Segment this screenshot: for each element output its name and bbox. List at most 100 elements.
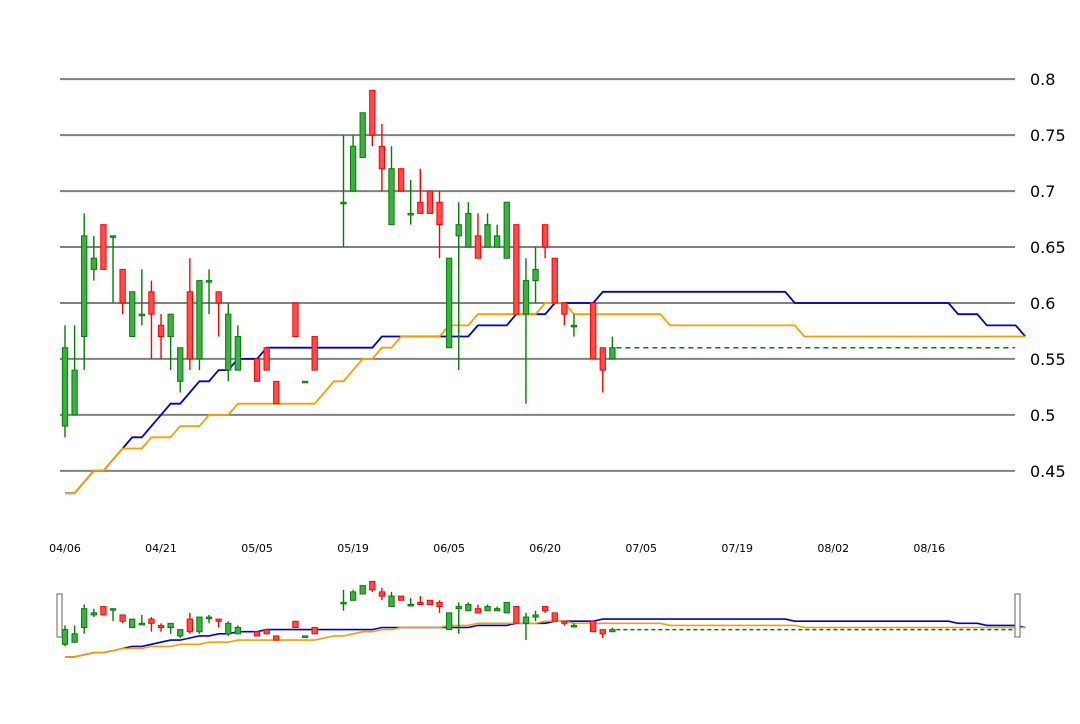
candle-body <box>532 614 539 618</box>
candle-body <box>148 618 155 624</box>
candle-body <box>273 635 280 641</box>
candles <box>61 89 616 438</box>
candle-body <box>417 601 424 605</box>
candle-body <box>369 580 376 591</box>
candle-body <box>234 336 242 371</box>
candle-body <box>157 324 165 338</box>
candle-body <box>522 280 530 315</box>
y-tick-label: 0.55 <box>1030 350 1066 369</box>
candle-body <box>157 624 165 629</box>
y-tick-label: 0.8 <box>1030 70 1055 89</box>
candle-body <box>590 302 597 360</box>
candle-body <box>570 324 578 328</box>
navigator-right-handle[interactable] <box>1014 593 1021 638</box>
candle-body <box>340 201 347 205</box>
candle-body <box>561 302 568 315</box>
candle-body <box>119 614 126 622</box>
navigator-left-handle[interactable] <box>56 593 63 638</box>
candle-body <box>378 145 386 170</box>
candle-body <box>599 629 606 635</box>
y-tick-labels: 0.8 0.75 0.7 0.65 0.6 0.55 0.5 0.45 <box>1030 70 1066 481</box>
candle-body <box>109 235 117 238</box>
candle-body <box>532 268 539 282</box>
candle-body <box>359 112 366 159</box>
x-tick-label: 04/21 <box>145 542 177 555</box>
x-tick-label: 08/02 <box>817 542 849 555</box>
candle-body <box>542 606 549 612</box>
indicator-line-orange <box>65 302 1026 495</box>
x-tick-label: 07/05 <box>625 542 657 555</box>
candle-body <box>61 347 69 427</box>
x-tick-label: 06/20 <box>529 542 561 555</box>
candle-body <box>513 606 520 624</box>
candle-body <box>100 606 107 616</box>
candle-body <box>513 224 520 315</box>
candle-body <box>100 224 107 270</box>
indicator-line-blue <box>65 290 1026 495</box>
candle-body <box>292 620 299 629</box>
candle-body <box>599 347 606 371</box>
candle-body <box>138 622 145 626</box>
indicator-lines <box>65 290 1026 495</box>
x-tick-label: 07/19 <box>721 542 753 555</box>
navigator[interactable] <box>56 580 1026 658</box>
candle-body <box>407 603 414 607</box>
candle-body <box>90 612 97 616</box>
candle-body <box>551 257 558 304</box>
candle-body <box>561 620 568 624</box>
y-tick-label: 0.75 <box>1030 126 1066 145</box>
y-tick-label: 0.45 <box>1030 462 1066 481</box>
x-tick-label: 05/19 <box>337 542 369 555</box>
candle-body <box>215 291 222 304</box>
candle-body <box>311 627 318 635</box>
y-tick-label: 0.6 <box>1030 294 1055 313</box>
candle-body <box>388 168 395 226</box>
candle-body <box>196 280 203 360</box>
candle-body <box>551 612 558 622</box>
navigator-line-blue <box>65 618 1026 658</box>
candle-body <box>253 631 261 637</box>
candle-body <box>109 608 117 611</box>
candle-body <box>359 585 366 595</box>
candle-body <box>417 201 424 214</box>
y-tick-label: 0.65 <box>1030 238 1066 257</box>
candle-body <box>474 235 482 259</box>
candle-body <box>225 313 232 371</box>
x-tick-label: 06/05 <box>433 542 465 555</box>
candle-body <box>205 616 213 620</box>
candle-body <box>186 618 193 633</box>
x-tick-label: 08/16 <box>913 542 945 555</box>
x-tick-labels: 04/06 04/21 05/05 05/19 06/05 06/20 07/05 07/19… <box>49 542 945 555</box>
candle-body <box>542 224 549 248</box>
y-tick-label: 0.7 <box>1030 182 1055 201</box>
candle-body <box>455 224 462 237</box>
x-tick-label: 05/05 <box>241 542 273 555</box>
candle-body <box>186 291 193 360</box>
candle-body <box>273 380 280 405</box>
candle-body <box>81 608 88 629</box>
candle-body <box>590 620 597 633</box>
candle-body <box>119 268 126 304</box>
candle-body <box>570 624 578 628</box>
candle-body <box>522 616 530 624</box>
candle-body <box>234 627 242 635</box>
candle-body <box>196 616 203 633</box>
candle-body <box>253 358 261 382</box>
candle-body <box>407 212 414 216</box>
candle-body <box>167 622 174 629</box>
navigator-line-orange <box>65 620 1026 658</box>
candle-body <box>609 347 616 360</box>
candle-body <box>263 347 270 371</box>
candle-body <box>426 599 434 605</box>
candle-body <box>493 608 501 612</box>
candle-body <box>61 629 69 645</box>
candle-body <box>301 635 309 638</box>
candle-body <box>340 601 347 605</box>
candle-body <box>474 608 482 614</box>
candle-body <box>388 595 395 608</box>
candle-body <box>292 302 299 338</box>
candle-body <box>369 89 376 136</box>
candle-body <box>445 612 453 631</box>
